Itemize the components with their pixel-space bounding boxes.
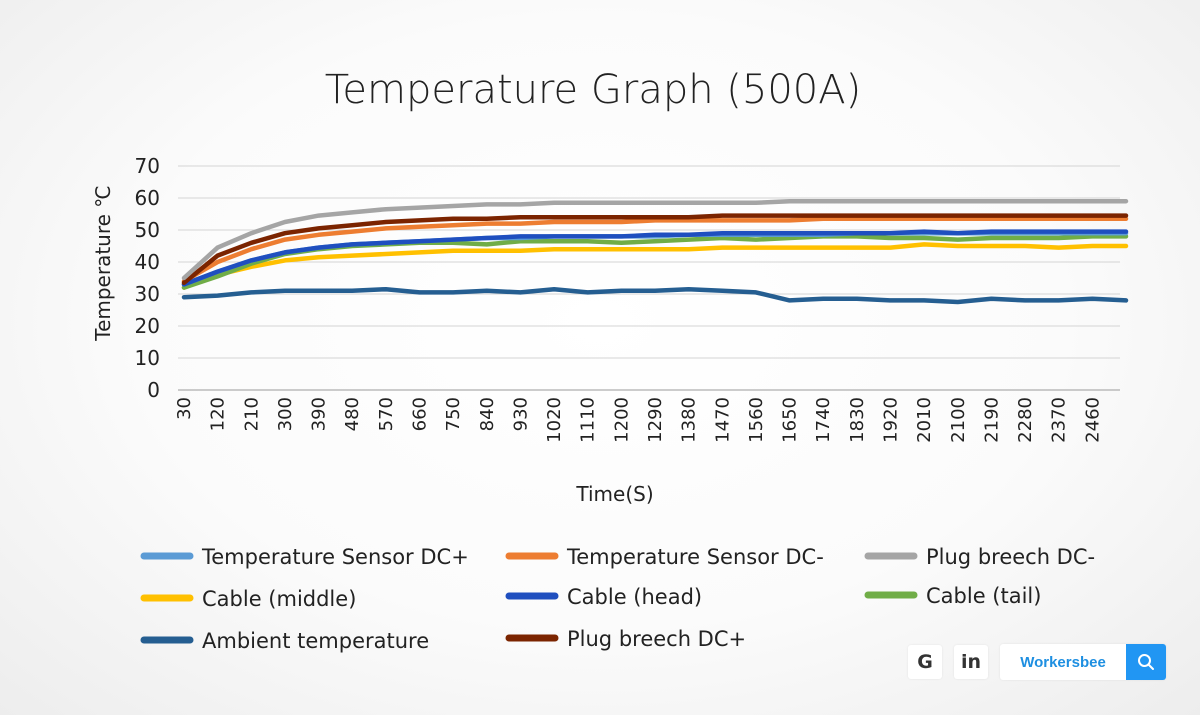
chart-title: Temperature Graph (500A) — [325, 67, 861, 113]
x-tick-label: 480 — [342, 397, 363, 431]
x-tick-label: 570 — [376, 397, 397, 431]
x-tick-label: 2460 — [1082, 397, 1103, 443]
x-tick-label: 930 — [510, 397, 531, 431]
x-axis-label: Time(S) — [575, 482, 653, 506]
y-tick-label: 50 — [135, 218, 160, 242]
y-tick-label: 20 — [135, 314, 160, 338]
google-icon-glyph: G — [917, 651, 933, 673]
series-line-2 — [181, 216, 1129, 284]
x-tick-label: 390 — [309, 397, 330, 431]
x-tick-label: 660 — [410, 397, 431, 431]
x-tick-label: 210 — [241, 397, 262, 431]
linkedin-icon[interactable]: in — [954, 645, 988, 679]
x-tick-label: 1560 — [746, 397, 767, 443]
legend-label: Cable (middle) — [202, 587, 356, 611]
x-tick-label: 1650 — [780, 397, 801, 443]
brand-search-box[interactable]: Workersbee — [1000, 644, 1166, 680]
x-axis-ticks: 30 120 210 300 390 480 570 660 750 840 930 1020 1110… — [174, 397, 1103, 443]
y-tick-label: 30 — [135, 282, 160, 306]
y-tick-label: 60 — [135, 186, 160, 210]
brand-name: Workersbee — [1020, 653, 1106, 671]
y-tick-label: 70 — [135, 154, 160, 178]
legend-label: Plug breech DC- — [926, 545, 1095, 569]
x-tick-label: 30 — [174, 397, 195, 420]
x-tick-label: 1470 — [712, 397, 733, 443]
x-tick-label: 2370 — [1049, 397, 1070, 443]
search-icon[interactable] — [1126, 644, 1166, 680]
x-tick-label: 840 — [477, 397, 498, 431]
legend-label: Temperature Sensor DC- — [566, 545, 824, 569]
brand-bar: G in Workersbee — [908, 644, 1166, 680]
legend-label: Ambient temperature — [202, 629, 429, 653]
x-tick-label: 1380 — [679, 397, 700, 443]
series-lines — [181, 198, 1129, 305]
y-tick-label: 0 — [147, 378, 160, 402]
x-tick-label: 300 — [275, 397, 296, 431]
x-tick-label: 1740 — [813, 397, 834, 443]
search-icon-glyph — [1138, 654, 1154, 670]
series-line-7 — [181, 286, 1129, 305]
x-tick-label: 1110 — [578, 397, 599, 443]
x-tick-label: 1830 — [847, 397, 868, 443]
x-tick-label: 2100 — [948, 397, 969, 443]
legend-label: Cable (tail) — [926, 584, 1041, 608]
x-tick-label: 2280 — [1015, 397, 1036, 443]
legend: Temperature Sensor DC+ Temperature Sensor… — [140, 545, 1095, 653]
series-line-5 — [181, 229, 1129, 287]
x-tick-label: 1290 — [645, 397, 666, 443]
linkedin-icon-glyph: in — [960, 651, 982, 673]
grid-lines — [178, 165, 1120, 391]
x-tick-label: 1020 — [544, 397, 565, 443]
series-line-4 — [181, 242, 1129, 290]
y-axis-label: Temperature ℃ — [91, 185, 115, 342]
x-tick-label: 2010 — [914, 397, 935, 443]
y-tick-label: 10 — [135, 346, 160, 370]
y-axis-ticks: 0 10 20 30 40 50 60 70 — [135, 154, 160, 402]
x-tick-label: 120 — [208, 397, 229, 431]
google-icon[interactable]: G — [908, 645, 942, 679]
x-tick-label: 1920 — [881, 397, 902, 443]
legend-label: Temperature Sensor DC+ — [201, 545, 469, 569]
legend-label: Plug breech DC+ — [567, 627, 746, 651]
series-line-3 — [181, 198, 1129, 281]
x-tick-label: 2190 — [981, 397, 1002, 443]
legend-label: Cable (head) — [567, 585, 702, 609]
series-line-8 — [181, 213, 1129, 286]
y-tick-label: 40 — [135, 250, 160, 274]
x-tick-label: 1200 — [611, 397, 632, 443]
x-tick-label: 750 — [443, 397, 464, 431]
